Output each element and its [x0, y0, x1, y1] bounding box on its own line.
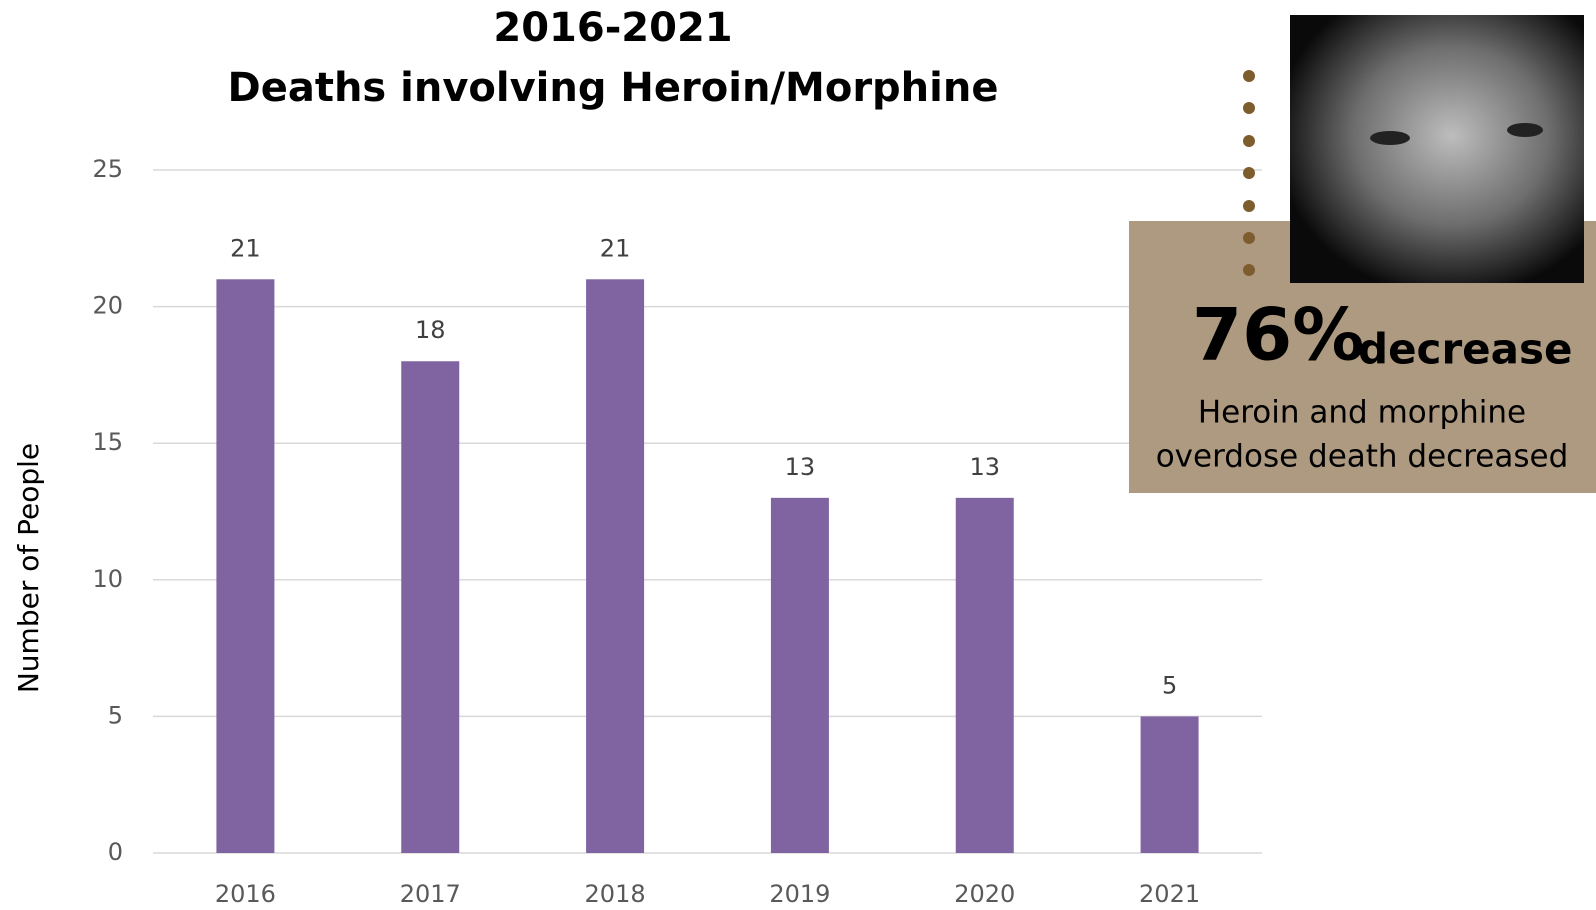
- bar: [216, 279, 275, 853]
- y-tick-label: 10: [92, 565, 123, 593]
- callout-headline: 76%: [1192, 293, 1364, 377]
- data-label: 5: [1162, 671, 1177, 699]
- data-label: 21: [600, 234, 631, 262]
- bar: [955, 497, 1014, 853]
- x-tick-label: 2019: [769, 880, 830, 908]
- x-tick-label: 2017: [400, 880, 461, 908]
- y-tick-label: 0: [108, 838, 123, 866]
- chart-subtitle: Deaths involving Heroin/Morphine: [228, 65, 999, 111]
- x-tick-label: 2018: [585, 880, 646, 908]
- y-axis-label: Number of People: [12, 443, 45, 693]
- x-tick-label: 2020: [954, 880, 1015, 908]
- callout: 76% decrease Heroin and morphine overdos…: [1129, 15, 1596, 493]
- y-tick-label: 20: [92, 292, 123, 320]
- bar: [401, 361, 460, 853]
- x-tick-label: 2016: [215, 880, 276, 908]
- bar: [586, 279, 645, 853]
- data-label: 21: [230, 234, 261, 262]
- plot-area: 0 5 10 15 20 25 2016 21 2017 18 2018 21 2019 13 2020 13…: [92, 155, 1262, 908]
- callout-headline-suffix: decrease: [1358, 325, 1572, 374]
- photo-eye: [1370, 131, 1410, 145]
- y-tick-label: 25: [92, 155, 123, 183]
- data-label: 18: [415, 316, 446, 344]
- callout-line: overdose death decreased: [1156, 439, 1569, 475]
- photo-eye: [1507, 123, 1543, 137]
- callout-line: Heroin and morphine: [1198, 395, 1526, 431]
- bar: [770, 497, 829, 853]
- y-tick-label: 5: [108, 701, 123, 729]
- bar: [1140, 716, 1199, 853]
- y-tick-label: 15: [92, 428, 123, 456]
- data-label: 13: [785, 453, 816, 481]
- chart-title: 2016-2021: [493, 5, 732, 51]
- data-label: 13: [969, 453, 1000, 481]
- x-tick-label: 2021: [1139, 880, 1200, 908]
- photo: [1290, 15, 1584, 283]
- dots: [1243, 70, 1255, 276]
